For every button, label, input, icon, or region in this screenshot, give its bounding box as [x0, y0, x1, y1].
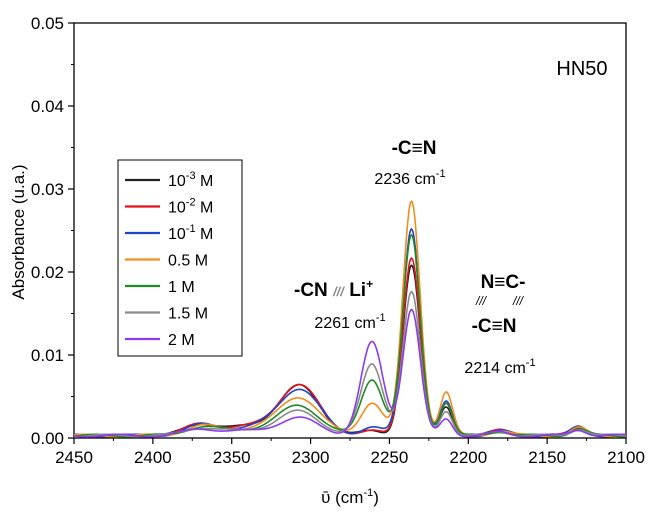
- annotation-dimer-top: N≡C-: [481, 272, 526, 293]
- legend-label: 2 M: [168, 332, 195, 349]
- legend-label: 10-3 M: [168, 170, 213, 190]
- annotation-cn-free: -C≡N: [392, 138, 437, 159]
- legend-items: 10-3 M 10-2 M 10-1 M 0.5 M 1 M 1.5 M 2 M: [125, 170, 213, 349]
- legend-label: 1.5 M: [168, 306, 208, 323]
- x-tick-label: 2300: [292, 448, 330, 467]
- y-tick-label: 0.05: [31, 14, 64, 33]
- y-tick-label: 0.04: [31, 97, 64, 116]
- legend-box: [117, 159, 243, 357]
- x-tick-label: 2200: [449, 448, 487, 467]
- annotation-dimer-sep-right: ///: [512, 294, 525, 308]
- legend: 10-3 M 10-2 M 10-1 M 0.5 M 1 M 1.5 M 2 M: [117, 159, 243, 357]
- annotation-cn-li: -CN /// Li+: [294, 277, 373, 301]
- legend-label: 1 M: [168, 279, 195, 296]
- x-tick-label: 2250: [371, 448, 409, 467]
- y-tick-label: 0.03: [31, 180, 64, 199]
- y-tick-label: 0.00: [31, 429, 64, 448]
- series-group: [73, 200, 627, 438]
- annotation-cn-free-wavenumber: 2236 cm-1: [374, 168, 445, 188]
- x-tick-label: 2400: [134, 448, 172, 467]
- x-tick-label: 2350: [213, 448, 251, 467]
- legend-label: 10-1 M: [168, 223, 213, 243]
- annotation-cn-li-wavenumber: 2261 cm-1: [314, 312, 385, 332]
- x-tick-label: 2100: [607, 448, 645, 467]
- annotation-dimer-sep-left: ///: [475, 294, 488, 308]
- annotation-dimer-wavenumber: 2214 cm-1: [464, 357, 535, 377]
- y-tick-label: 0.02: [31, 263, 64, 282]
- sample-label: HN50: [556, 58, 607, 80]
- legend-label: 10-2 M: [168, 197, 213, 217]
- legend-label: 0.5 M: [168, 253, 208, 270]
- y-axis-title: Absorbance (u.a.): [9, 164, 28, 299]
- y-tick-label: 0.01: [31, 346, 64, 365]
- series-line-7: [73, 308, 627, 438]
- tick-group: 2450 2400 2350 2300 2250 2200 2150 2100 0.00 0.01…: [31, 14, 645, 467]
- annotation-dimer-bottom: -C≡N: [472, 316, 517, 337]
- x-tick-label: 2150: [528, 448, 566, 467]
- x-tick-label: 2450: [55, 448, 93, 467]
- x-axis-title: ῡ (cm-1): [321, 487, 379, 507]
